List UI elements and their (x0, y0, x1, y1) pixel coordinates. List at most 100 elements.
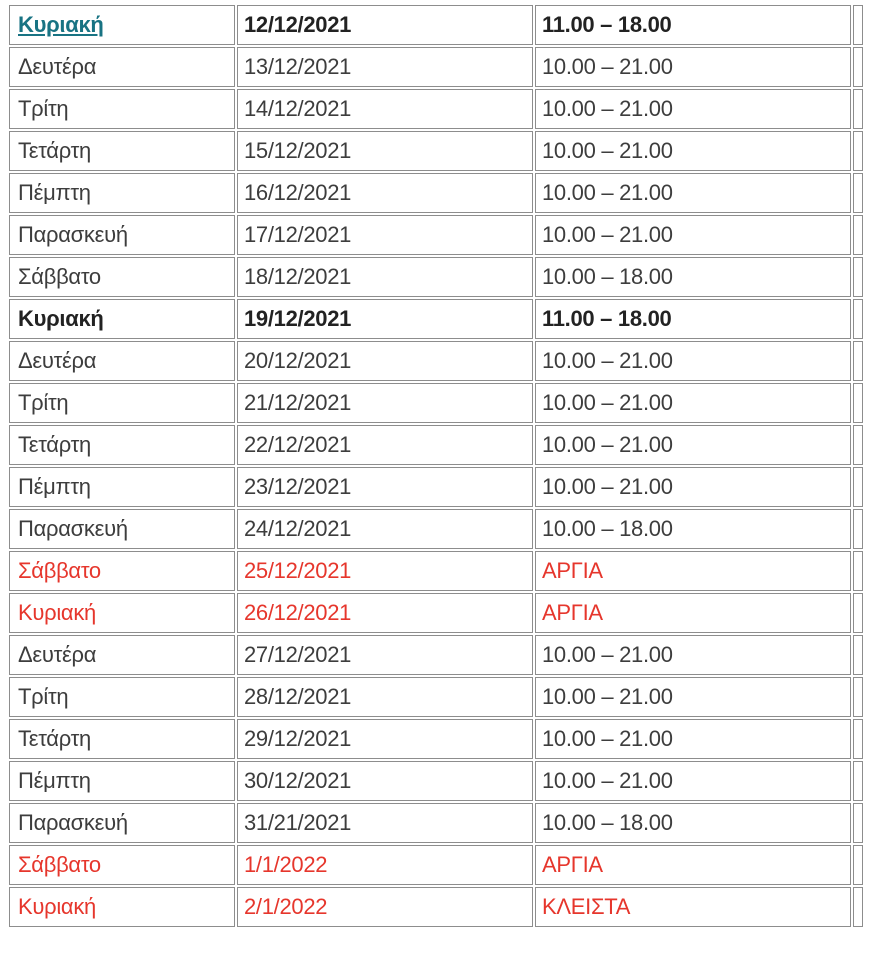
hours-cell: 10.00 – 18.00 (535, 803, 851, 843)
spacer-cell (853, 173, 863, 213)
spacer-cell (853, 215, 863, 255)
day-cell: Πέμπτη (9, 173, 235, 213)
day-cell: Παρασκευή (9, 509, 235, 549)
day-cell: Κυριακή (9, 299, 235, 339)
spacer-cell (853, 467, 863, 507)
table-row: Τετάρτη 29/12/2021 10.00 – 21.00 (9, 719, 863, 759)
day-cell: Σάββατο (9, 845, 235, 885)
spacer-cell (853, 593, 863, 633)
hours-cell: 10.00 – 21.00 (535, 47, 851, 87)
date-cell: 2/1/2022 (237, 887, 533, 927)
hours-cell: 10.00 – 21.00 (535, 215, 851, 255)
table-row: Κυριακή 26/12/2021 ΑΡΓΙΑ (9, 593, 863, 633)
spacer-cell (853, 551, 863, 591)
day-cell: Τετάρτη (9, 425, 235, 465)
day-cell: Κυριακή (9, 5, 235, 45)
day-cell: Τρίτη (9, 383, 235, 423)
date-cell: 20/12/2021 (237, 341, 533, 381)
spacer-cell (853, 131, 863, 171)
table-row: Δευτέρα 13/12/2021 10.00 – 21.00 (9, 47, 863, 87)
date-cell: 29/12/2021 (237, 719, 533, 759)
date-cell: 30/12/2021 (237, 761, 533, 801)
opening-hours-table-body: Κυριακή 12/12/2021 11.00 – 18.00 Δευτέρα 13/… (9, 5, 863, 927)
table-row: Τρίτη 28/12/2021 10.00 – 21.00 (9, 677, 863, 717)
hours-cell: ΑΡΓΙΑ (535, 551, 851, 591)
table-row: Δευτέρα 20/12/2021 10.00 – 21.00 (9, 341, 863, 381)
date-cell: 31/21/2021 (237, 803, 533, 843)
spacer-cell (853, 845, 863, 885)
hours-cell: 10.00 – 21.00 (535, 425, 851, 465)
day-cell: Δευτέρα (9, 47, 235, 87)
table-row: Κυριακή 2/1/2022 ΚΛΕΙΣΤΑ (9, 887, 863, 927)
spacer-cell (853, 341, 863, 381)
table-row: Σάββατο 25/12/2021 ΑΡΓΙΑ (9, 551, 863, 591)
date-cell: 17/12/2021 (237, 215, 533, 255)
spacer-cell (853, 761, 863, 801)
spacer-cell (853, 257, 863, 297)
spacer-cell (853, 299, 863, 339)
table-row: Κυριακή 12/12/2021 11.00 – 18.00 (9, 5, 863, 45)
day-cell: Δευτέρα (9, 341, 235, 381)
spacer-cell (853, 887, 863, 927)
hours-cell: 10.00 – 21.00 (535, 173, 851, 213)
table-row: Παρασκευή 24/12/2021 10.00 – 18.00 (9, 509, 863, 549)
date-cell: 18/12/2021 (237, 257, 533, 297)
hours-cell: 11.00 – 18.00 (535, 299, 851, 339)
hours-cell: 10.00 – 21.00 (535, 383, 851, 423)
date-cell: 25/12/2021 (237, 551, 533, 591)
day-cell: Τρίτη (9, 89, 235, 129)
day-cell: Κυριακή (9, 593, 235, 633)
hours-cell: 10.00 – 21.00 (535, 89, 851, 129)
day-cell: Παρασκευή (9, 803, 235, 843)
hours-cell: ΑΡΓΙΑ (535, 593, 851, 633)
day-cell: Σάββατο (9, 551, 235, 591)
table-row: Κυριακή 19/12/2021 11.00 – 18.00 (9, 299, 863, 339)
table-row: Σάββατο 18/12/2021 10.00 – 18.00 (9, 257, 863, 297)
table-row: Παρασκευή 31/21/2021 10.00 – 18.00 (9, 803, 863, 843)
spacer-cell (853, 47, 863, 87)
day-cell: Τετάρτη (9, 131, 235, 171)
hours-cell: 10.00 – 18.00 (535, 509, 851, 549)
table-row: Πέμπτη 30/12/2021 10.00 – 21.00 (9, 761, 863, 801)
table-row: Τετάρτη 22/12/2021 10.00 – 21.00 (9, 425, 863, 465)
opening-hours-table: Κυριακή 12/12/2021 11.00 – 18.00 Δευτέρα 13/… (7, 3, 865, 929)
hours-cell: 10.00 – 21.00 (535, 341, 851, 381)
hours-cell: 10.00 – 21.00 (535, 131, 851, 171)
hours-cell: 10.00 – 18.00 (535, 257, 851, 297)
day-cell: Δευτέρα (9, 635, 235, 675)
date-cell: 13/12/2021 (237, 47, 533, 87)
day-cell: Τρίτη (9, 677, 235, 717)
hours-cell: 10.00 – 21.00 (535, 761, 851, 801)
table-row: Τετάρτη 15/12/2021 10.00 – 21.00 (9, 131, 863, 171)
day-cell: Σάββατο (9, 257, 235, 297)
date-cell: 24/12/2021 (237, 509, 533, 549)
day-cell: Πέμπτη (9, 761, 235, 801)
date-cell: 26/12/2021 (237, 593, 533, 633)
hours-cell: 10.00 – 21.00 (535, 467, 851, 507)
table-row: Τρίτη 14/12/2021 10.00 – 21.00 (9, 89, 863, 129)
spacer-cell (853, 425, 863, 465)
spacer-cell (853, 803, 863, 843)
day-cell: Παρασκευή (9, 215, 235, 255)
date-cell: 15/12/2021 (237, 131, 533, 171)
hours-cell: 10.00 – 21.00 (535, 635, 851, 675)
date-cell: 21/12/2021 (237, 383, 533, 423)
date-cell: 28/12/2021 (237, 677, 533, 717)
date-cell: 1/1/2022 (237, 845, 533, 885)
day-cell: Πέμπτη (9, 467, 235, 507)
day-link[interactable]: Κυριακή (18, 12, 104, 37)
spacer-cell (853, 5, 863, 45)
hours-cell: 10.00 – 21.00 (535, 719, 851, 759)
date-cell: 12/12/2021 (237, 5, 533, 45)
table-row: Σάββατο 1/1/2022 ΑΡΓΙΑ (9, 845, 863, 885)
spacer-cell (853, 719, 863, 759)
table-row: Δευτέρα 27/12/2021 10.00 – 21.00 (9, 635, 863, 675)
date-cell: 16/12/2021 (237, 173, 533, 213)
spacer-cell (853, 635, 863, 675)
date-cell: 27/12/2021 (237, 635, 533, 675)
table-row: Πέμπτη 16/12/2021 10.00 – 21.00 (9, 173, 863, 213)
spacer-cell (853, 383, 863, 423)
spacer-cell (853, 89, 863, 129)
spacer-cell (853, 677, 863, 717)
